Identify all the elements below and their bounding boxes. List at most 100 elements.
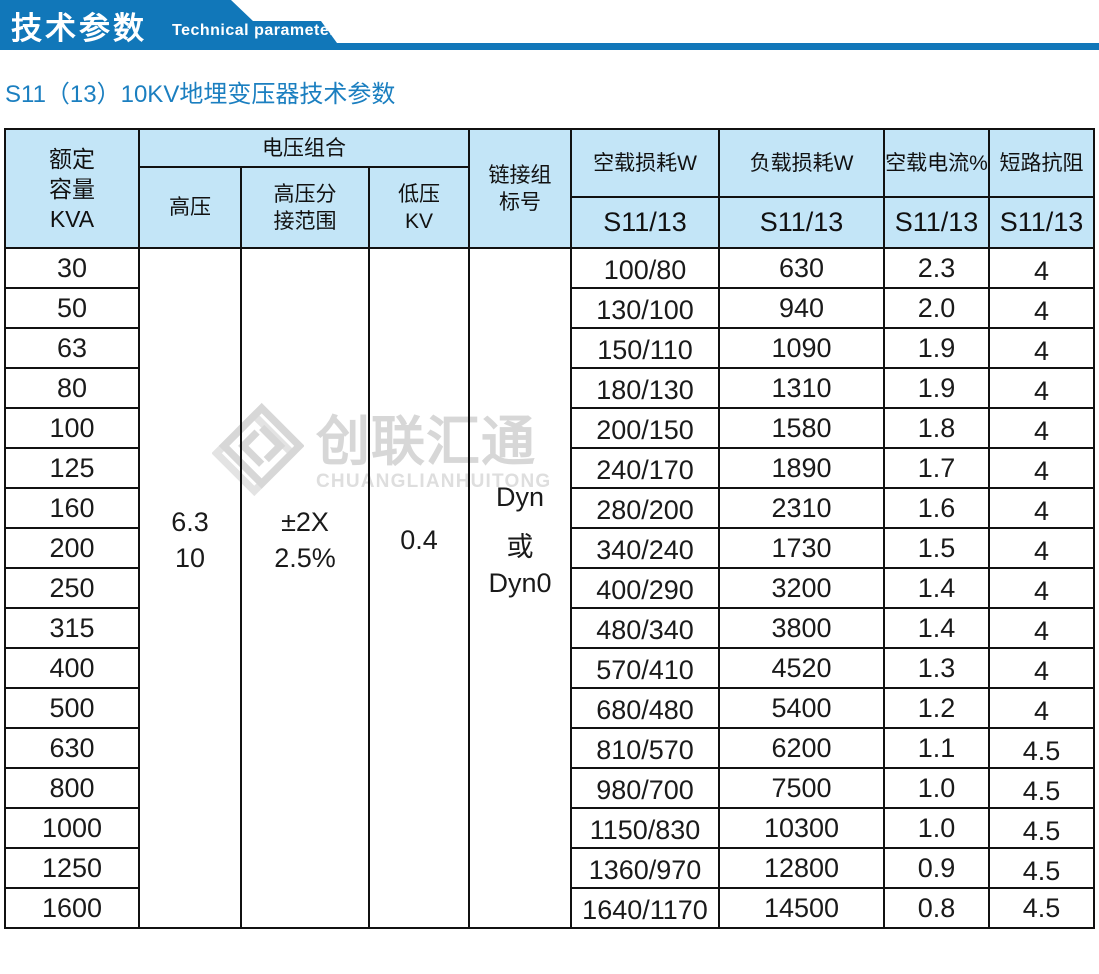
cell-impedance: 4 — [990, 449, 1093, 489]
cell-no-load-loss: 280/200 — [572, 489, 718, 529]
cell-load-loss: 3800 — [720, 609, 883, 649]
cell-capacity: 100 — [6, 409, 138, 449]
cell-capacity: 630 — [6, 729, 138, 769]
cell-no-load-loss: 810/570 — [572, 729, 718, 769]
cell-capacity: 63 — [6, 329, 138, 369]
cell-capacity: 315 — [6, 609, 138, 649]
cell-impedance: 4 — [990, 289, 1093, 329]
parameters-table: 额定 容量 KVA 电压组合 高压 高压分 接范围 低压 KV 链接组 标号 空… — [4, 128, 1095, 929]
cell-load-loss: 630 — [720, 249, 883, 289]
header-high-voltage: 高压 — [140, 168, 242, 249]
cell-impedance: 4 — [990, 689, 1093, 729]
cell-load-loss: 2310 — [720, 489, 883, 529]
cell-no-load-current: 0.8 — [917, 892, 956, 923]
cell-low-voltage-merged: 0.4 — [370, 249, 470, 927]
cell-capacity: 50 — [6, 289, 138, 329]
cell-no-load-current: 1.2 — [885, 689, 988, 729]
cell-no-load-loss: 340/240 — [572, 529, 718, 569]
cell-load-loss: 1580 — [720, 409, 883, 449]
cell-load-loss: 14500 — [763, 892, 840, 923]
cell-impedance: 4 — [990, 409, 1093, 449]
page-title: S11（13）10KV地埋变压器技术参数 — [5, 81, 396, 108]
cell-no-load-loss: 680/480 — [572, 689, 718, 729]
cell-capacity: 160 — [6, 489, 138, 529]
cell-no-load-current: 1.4 — [885, 569, 988, 609]
header-no-load-loss: 空载损耗W — [572, 130, 720, 198]
cell-no-load-current: 1.0 — [885, 809, 988, 849]
subheader-load-loss-model: S11/13 — [720, 198, 885, 249]
cell-load-loss: 1890 — [720, 449, 883, 489]
cell-load-loss: 1730 — [720, 529, 883, 569]
cell-load-loss: 3200 — [720, 569, 883, 609]
cell-capacity: 250 — [6, 569, 138, 609]
cell-load-loss: 7500 — [720, 769, 883, 809]
column-load-loss: 630 940 1090 1310 1580 1890 2310 1730 32… — [720, 249, 885, 927]
cell-no-load-loss: 130/100 — [572, 289, 718, 329]
cell-capacity: 200 — [6, 529, 138, 569]
cell-capacity: 400 — [6, 649, 138, 689]
cell-load-loss: 940 — [720, 289, 883, 329]
section-title-en: Technical parameter — [172, 22, 336, 39]
cell-load-loss: 5400 — [720, 689, 883, 729]
cell-no-load-current: 1.5 — [885, 529, 988, 569]
column-no-load-loss: 100/80 130/100 150/110 180/130 200/150 2… — [572, 249, 720, 927]
cell-impedance: 4 — [990, 489, 1093, 529]
cell-no-load-loss: 1640/1170 — [582, 894, 708, 925]
cell-impedance: 4.5 — [990, 729, 1093, 769]
cell-impedance: 4 — [990, 569, 1093, 609]
cell-impedance: 4 — [990, 529, 1093, 569]
cell-load-loss: 6200 — [720, 729, 883, 769]
cell-load-loss: 10300 — [720, 809, 883, 849]
cell-no-load-loss: 400/290 — [572, 569, 718, 609]
cell-impedance: 4.5 — [1022, 893, 1061, 923]
cell-impedance: 4 — [990, 329, 1093, 369]
cell-capacity: 800 — [6, 769, 138, 809]
cell-high-voltage-merged: 6.3 10 — [140, 249, 242, 927]
cell-no-load-current: 1.7 — [885, 449, 988, 489]
cell-no-load-current: 1.4 — [885, 609, 988, 649]
cell-capacity: 30 — [6, 249, 138, 289]
cell-impedance: 4 — [990, 609, 1093, 649]
cell-impedance: 4 — [990, 249, 1093, 289]
column-impedance: 4 4 4 4 4 4 4 4 4 4 4 4 4.5 4.5 4.5 — [990, 249, 1093, 927]
cell-no-load-loss: 150/110 — [572, 329, 718, 369]
cell-capacity: 125 — [6, 449, 138, 489]
header-tap-range: 高压分 接范围 — [242, 168, 370, 249]
column-capacity: 30 50 63 80 100 125 160 200 250 315 400 … — [6, 249, 140, 927]
cell-no-load-current: 0.9 — [885, 849, 988, 889]
cell-capacity: 1600 — [41, 892, 103, 923]
subheader-impedance-model: S11/13 — [990, 198, 1093, 249]
cell-capacity: 1000 — [6, 809, 138, 849]
cell-impedance: 4 — [990, 649, 1093, 689]
cell-load-loss: 1310 — [720, 369, 883, 409]
cell-no-load-loss: 570/410 — [572, 649, 718, 689]
cell-impedance: 4 — [990, 369, 1093, 409]
header-load-loss: 负载损耗W — [720, 130, 885, 198]
cell-no-load-loss: 1150/830 — [572, 809, 718, 849]
cell-no-load-current: 2.0 — [885, 289, 988, 329]
cell-capacity: 500 — [6, 689, 138, 729]
cell-no-load-current: 1.3 — [885, 649, 988, 689]
cell-no-load-loss: 100/80 — [572, 249, 718, 289]
cell-load-loss: 4520 — [720, 649, 883, 689]
header-vector-group: 链接组 标号 — [470, 130, 572, 249]
cell-no-load-loss: 1360/970 — [572, 849, 718, 889]
column-no-load-current: 2.3 2.0 1.9 1.9 1.8 1.7 1.6 1.5 1.4 1.4 … — [885, 249, 990, 927]
cell-impedance: 4.5 — [990, 809, 1093, 849]
section-title-cn: 技术参数 — [11, 11, 147, 46]
section-banner: 技术参数 Technical parameter — [0, 0, 1099, 50]
cell-no-load-loss: 980/700 — [572, 769, 718, 809]
cell-no-load-loss: 200/150 — [572, 409, 718, 449]
cell-capacity: 80 — [6, 369, 138, 409]
cell-load-loss: 1090 — [720, 329, 883, 369]
cell-load-loss: 12800 — [720, 849, 883, 889]
header-low-voltage: 低压 KV — [370, 168, 470, 249]
cell-no-load-loss: 180/130 — [572, 369, 718, 409]
cell-tap-range-merged: ±2X 2.5% — [242, 249, 370, 927]
header-impedance: 短路抗阻 — [990, 130, 1093, 198]
cell-no-load-loss: 480/340 — [572, 609, 718, 649]
cell-no-load-current: 1.1 — [885, 729, 988, 769]
cell-no-load-current: 2.3 — [885, 249, 988, 289]
cell-no-load-current: 1.0 — [885, 769, 988, 809]
cell-impedance: 4.5 — [990, 769, 1093, 809]
